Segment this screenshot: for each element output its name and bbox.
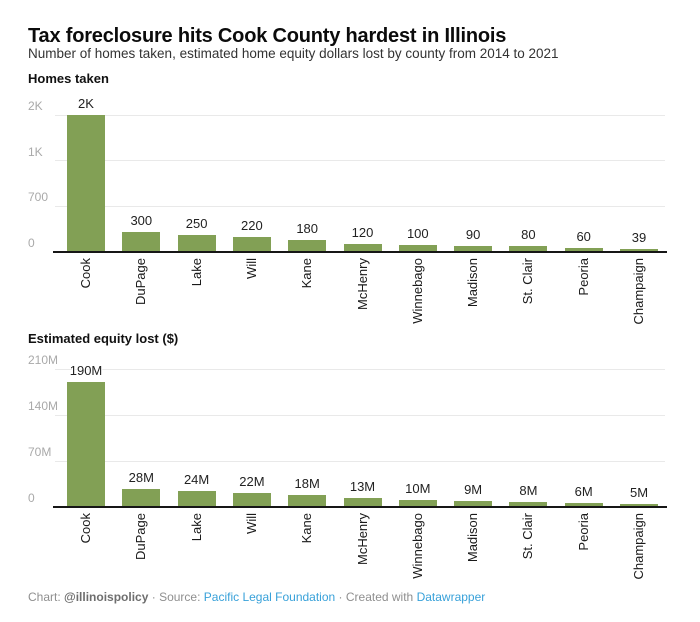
- gridline: [55, 460, 665, 462]
- bar-mchenry[interactable]: [343, 243, 382, 252]
- y-tick-label: 70M: [28, 445, 52, 459]
- bar-champaign[interactable]: [620, 248, 658, 252]
- y-tick-label: 140M: [28, 399, 59, 413]
- category-label: St. Clair: [520, 258, 536, 305]
- y-tick-label: 1K: [28, 144, 43, 159]
- y-tick-label: 0: [28, 491, 35, 505]
- gridline: [55, 205, 665, 207]
- bar-value-label: 39: [631, 229, 647, 245]
- category-label: Kane: [299, 258, 315, 289]
- bar-value-label: 13M: [349, 479, 376, 495]
- bar-value-label: 28M: [128, 469, 154, 485]
- bar-value-label: 2K: [78, 96, 94, 111]
- chart-footer: Chart: @illinoispolicy · Source: Pacific…: [28, 589, 485, 605]
- category-label: Peoria: [575, 258, 591, 296]
- gridline: [55, 414, 665, 416]
- footer-datawrapper-link[interactable]: Datawrapper: [416, 590, 486, 604]
- y-tick-label: 700: [28, 190, 49, 204]
- homes-taken-heading: Homes taken: [28, 71, 109, 86]
- bar-value-label: 10M: [405, 481, 431, 497]
- bar-value-label: 24M: [183, 472, 210, 488]
- category-label: McHenry: [354, 513, 370, 566]
- category-label: Winnebago: [409, 513, 425, 579]
- category-label: DuPage: [133, 513, 149, 560]
- bar-value-label: 300: [130, 213, 153, 228]
- footer-source-label: · Source:: [148, 590, 204, 604]
- y-tick-label: 0: [28, 235, 35, 250]
- gridline: [55, 160, 665, 161]
- bar-winnebago[interactable]: [398, 500, 437, 507]
- bar-value-label: 250: [185, 216, 208, 232]
- bar-st-clair[interactable]: [509, 246, 548, 252]
- bar-madison[interactable]: [454, 501, 493, 507]
- category-label: Will: [243, 513, 259, 534]
- bar-winnebago[interactable]: [398, 245, 437, 252]
- footer-chart-credit: @illinoispolicy: [64, 590, 149, 604]
- category-label: Kane: [299, 513, 315, 544]
- bar-peoria[interactable]: [564, 247, 603, 252]
- bar-value-label: 18M: [294, 476, 320, 492]
- category-label: Madison: [465, 513, 481, 563]
- category-label: Madison: [465, 258, 481, 308]
- category-label: Champaign: [631, 513, 646, 580]
- bar-cook[interactable]: [67, 115, 105, 252]
- gridline: [55, 368, 665, 370]
- category-label: Champaign: [631, 258, 646, 325]
- bar-value-label: 190M: [69, 363, 103, 379]
- bar-value-label: 6M: [574, 484, 593, 500]
- bar-kane[interactable]: [288, 239, 327, 252]
- bar-value-label: 9M: [464, 482, 483, 498]
- x-axis-line: [53, 506, 667, 508]
- category-label: Peoria: [575, 513, 591, 551]
- bar-value-label: 5M: [629, 484, 649, 500]
- bar-will[interactable]: [232, 237, 271, 252]
- category-label: Lake: [188, 258, 204, 287]
- category-label: Winnebago: [409, 258, 425, 324]
- category-label: St. Clair: [520, 513, 536, 560]
- bar-peoria[interactable]: [564, 503, 603, 507]
- footer-source-link[interactable]: Pacific Legal Foundation: [203, 590, 336, 604]
- bar-mchenry[interactable]: [343, 498, 382, 507]
- bar-cook[interactable]: [67, 382, 105, 507]
- category-label: Cook: [78, 513, 93, 544]
- bar-value-label: 80: [521, 227, 536, 243]
- bar-dupage[interactable]: [122, 488, 161, 507]
- category-label: Cook: [78, 258, 93, 289]
- bar-st-clair[interactable]: [509, 501, 548, 507]
- bar-value-label: 180: [296, 220, 319, 236]
- bar-value-label: 220: [241, 218, 263, 234]
- category-label: Will: [243, 258, 259, 279]
- gridline: [55, 114, 665, 116]
- bar-value-label: 22M: [239, 473, 265, 489]
- category-label: McHenry: [354, 258, 370, 311]
- footer-chart-label: Chart:: [28, 590, 65, 604]
- bar-will[interactable]: [232, 492, 271, 507]
- bar-value-label: 120: [351, 224, 374, 240]
- y-tick-label: 210M: [28, 353, 59, 367]
- y-tick-label: 2K: [28, 99, 43, 113]
- equity-lost-heading: Estimated equity lost ($): [28, 331, 179, 346]
- chart-subtitle: Number of homes taken, estimated home eq…: [28, 46, 559, 61]
- bar-lake[interactable]: [177, 491, 216, 507]
- bar-champaign[interactable]: [620, 503, 658, 507]
- bar-value-label: 100: [406, 226, 429, 241]
- footer-created-with-label: · Created with: [335, 590, 417, 604]
- bar-kane[interactable]: [288, 495, 327, 507]
- bar-dupage[interactable]: [122, 232, 161, 252]
- category-label: DuPage: [133, 258, 149, 305]
- bar-value-label: 8M: [519, 482, 538, 498]
- bar-value-label: 90: [465, 226, 481, 242]
- bar-madison[interactable]: [454, 245, 493, 252]
- x-axis-line: [53, 250, 667, 253]
- bar-value-label: 60: [576, 228, 591, 244]
- bar-lake[interactable]: [177, 235, 216, 252]
- category-label: Lake: [188, 513, 204, 542]
- chart-title: Tax foreclosure hits Cook County hardest…: [28, 25, 507, 48]
